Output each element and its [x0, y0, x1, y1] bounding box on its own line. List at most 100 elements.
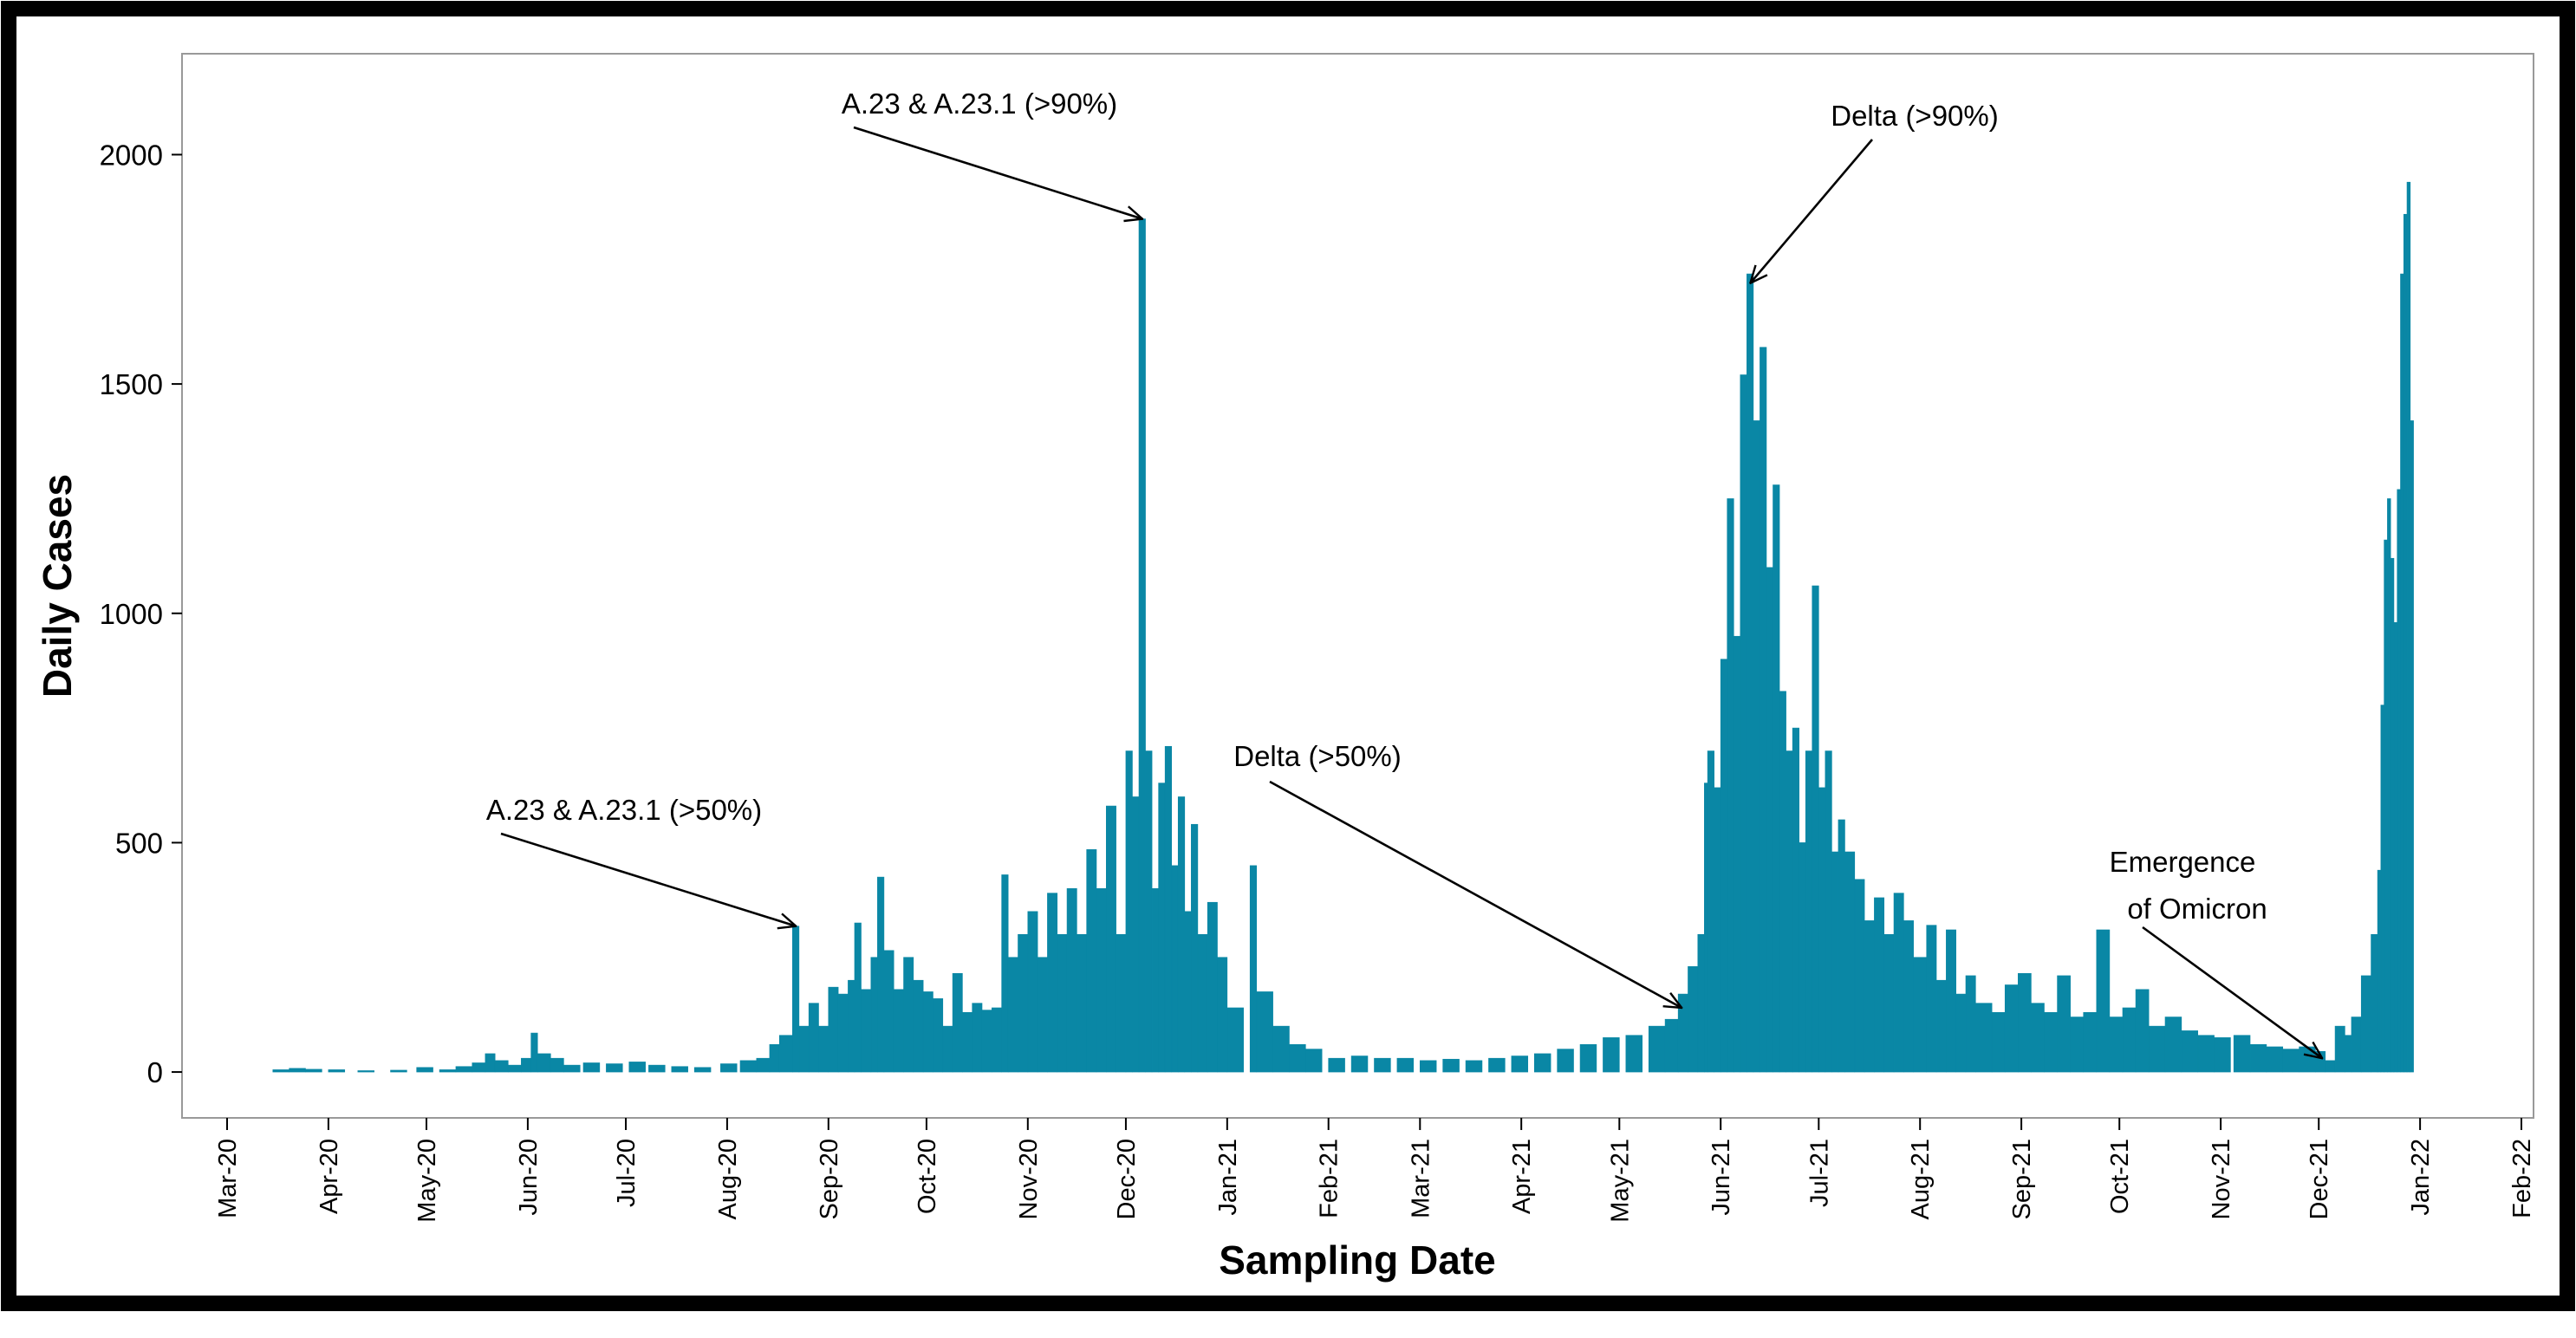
bar: [1625, 1035, 1643, 1073]
x-tick-label: Jun-20: [515, 1139, 543, 1216]
bar: [2377, 869, 2382, 1073]
bar: [2148, 1025, 2166, 1073]
x-tick-label: Oct-20: [914, 1139, 941, 1214]
bar: [1151, 888, 1159, 1073]
bar: [305, 1068, 322, 1073]
annotation-arrow: [500, 832, 796, 926]
x-tick-label: Mar-20: [214, 1139, 242, 1218]
bar: [507, 1064, 522, 1073]
bar: [972, 1003, 983, 1073]
bar: [1714, 787, 1721, 1073]
annotation-arrow: [1269, 780, 1682, 1008]
x-axis: Mar-20 Apr-20 May-20 Jun-20 Jul-20 Aug-20 Sep-…: [214, 1118, 2536, 1223]
bar: [1226, 1007, 1244, 1073]
bar: [1442, 1058, 1460, 1073]
bar: [1760, 347, 1767, 1073]
bar: [289, 1068, 306, 1073]
bar: [1648, 1025, 1666, 1073]
bar: [485, 1053, 496, 1073]
x-tick-label: May-20: [413, 1139, 441, 1223]
bar: [537, 1053, 551, 1073]
bar: [854, 922, 862, 1073]
bar: [1488, 1057, 1506, 1073]
x-tick-label: May-21: [1606, 1139, 1634, 1223]
annotation-arrow: [1750, 139, 1873, 283]
bar: [2181, 1030, 2199, 1073]
bar: [942, 1025, 953, 1073]
y-tick-label: 2000: [100, 139, 163, 171]
bar: [1825, 750, 1832, 1073]
bar: [893, 989, 904, 1073]
bar: [2135, 989, 2150, 1073]
bar: [1773, 484, 1780, 1073]
bar: [1396, 1057, 1415, 1073]
bar: [798, 1025, 810, 1073]
bar: [2233, 1035, 2251, 1073]
bar: [693, 1067, 712, 1073]
bar: [861, 989, 872, 1073]
bar: [1854, 879, 1865, 1073]
bar: [455, 1066, 473, 1073]
bar: [2249, 1044, 2267, 1073]
x-tick-label: Sep-21: [2008, 1139, 2036, 1220]
bar: [1066, 888, 1077, 1073]
bar: [933, 998, 944, 1073]
x-tick-label: Jul-21: [1805, 1139, 1833, 1207]
bar: [2410, 420, 2414, 1073]
bar: [1991, 1011, 2006, 1073]
annotation-label: of Omicron: [2127, 893, 2267, 925]
x-tick-label: Apr-20: [315, 1139, 343, 1214]
bar: [992, 1007, 1002, 1073]
bar: [1893, 893, 1904, 1073]
bar: [2345, 1035, 2352, 1073]
bar: [1086, 849, 1097, 1073]
bar: [2214, 1037, 2231, 1073]
bar: [1132, 796, 1140, 1073]
bar: [848, 979, 855, 1073]
bar: [521, 1057, 531, 1073]
bar: [1603, 1037, 1620, 1073]
bar: [1557, 1049, 1574, 1073]
bar: [1289, 1044, 1306, 1073]
y-tick-label: 1500: [100, 368, 163, 400]
bar: [1704, 783, 1708, 1073]
bar: [2371, 933, 2378, 1073]
bar: [2197, 1035, 2215, 1073]
bar: [1465, 1060, 1483, 1073]
x-tick-label: Sep-20: [816, 1139, 843, 1220]
annotation-label: Delta (>90%): [1831, 100, 1999, 132]
bar: [2044, 1011, 2058, 1073]
bar: [1805, 750, 1813, 1073]
bar: [628, 1062, 646, 1073]
annotation-arrow: [2142, 926, 2322, 1058]
bar: [2083, 1011, 2098, 1073]
bar: [1747, 273, 1754, 1073]
x-tick-label: Feb-22: [2508, 1139, 2536, 1218]
bar: [1374, 1057, 1391, 1073]
bar: [1838, 819, 1845, 1073]
bar: [1903, 920, 1914, 1073]
bar: [1707, 750, 1714, 1073]
bar: [1664, 1018, 1679, 1073]
bar: [1975, 1003, 1993, 1073]
bar: [1733, 635, 1741, 1073]
bar: [792, 926, 800, 1073]
bar-series: [272, 181, 2414, 1073]
bar: [1106, 805, 1116, 1073]
annotation-label: A.23 & A.23.1 (>90%): [842, 88, 1117, 120]
y-tick-label: 0: [147, 1056, 163, 1088]
bar: [2400, 273, 2404, 1073]
bar: [2109, 1016, 2124, 1073]
bar: [439, 1069, 457, 1073]
bar: [1027, 911, 1038, 1073]
bar: [2070, 1016, 2085, 1073]
bar: [1812, 585, 1819, 1073]
bar: [2266, 1046, 2284, 1073]
annotation-label: Delta (>50%): [1233, 740, 1402, 772]
bar: [981, 1010, 992, 1073]
bar: [272, 1069, 289, 1073]
bar: [550, 1057, 564, 1073]
bar: [2380, 705, 2384, 1073]
bar: [1579, 1044, 1597, 1073]
bar: [1864, 920, 1875, 1073]
